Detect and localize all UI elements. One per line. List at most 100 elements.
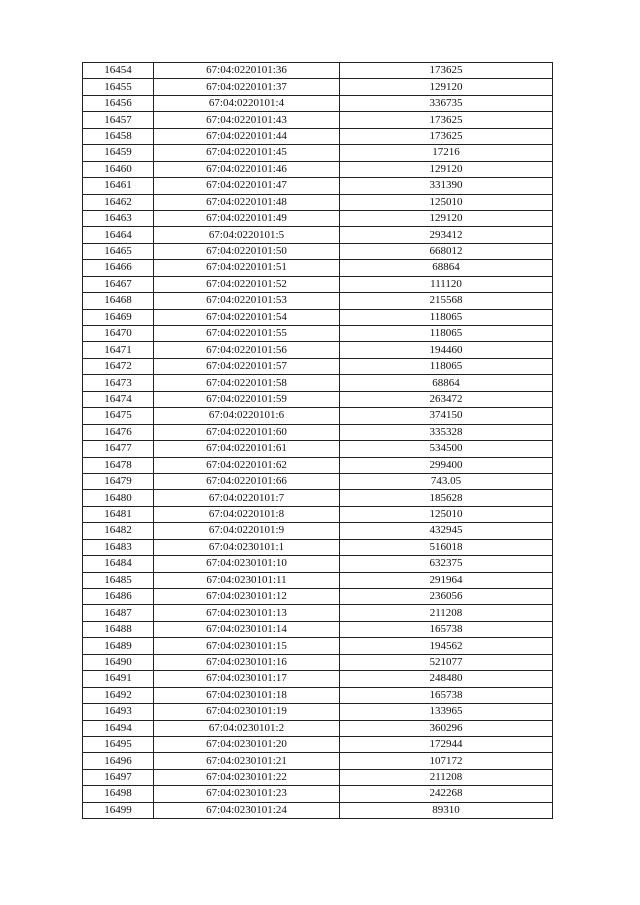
cadastral-table: 16454 67:04:0220101:36 173625 16455 67:04:02… [82,61,553,820]
table-row: 16480 67:04:0220101:7 185628 [82,489,553,507]
table-body: 16454 67:04:0220101:36 173625 16455 67:04:02… [82,61,553,820]
row-number-cell: 16457 [82,111,154,129]
cadastral-number-cell: 67:04:0220101:46 [153,160,340,179]
table-row: 16483 67:04:0230101:1 516018 [82,538,553,557]
row-number-cell: 16454 [82,61,154,80]
row-number-cell: 16499 [82,801,154,820]
value-cell: 248480 [339,670,553,688]
cadastral-number-cell: 67:04:0220101:56 [153,341,340,359]
row-number-cell: 16494 [82,719,154,737]
row-number-cell: 16462 [82,193,154,211]
cadastral-number-cell: 67:04:0230101:18 [153,686,340,705]
table-row: 16463 67:04:0220101:49 129120 [82,209,553,228]
table-row: 16472 67:04:0220101:57 118065 [82,357,553,376]
table-row: 16459 67:04:0220101:45 17216 [82,144,553,162]
value-cell: 133965 [339,703,553,721]
cadastral-number-cell: 67:04:0230101:23 [153,785,340,803]
cadastral-number-cell: 67:04:0230101:21 [153,752,340,770]
table-row: 16477 67:04:0220101:61 534500 [82,440,553,458]
table-row: 16495 67:04:0230101:20 172944 [82,735,553,754]
table-row: 16470 67:04:0220101:55 118065 [82,324,553,343]
table-row: 16496 67:04:0230101:21 107172 [82,752,553,770]
row-number-cell: 16471 [82,341,154,359]
value-cell: 534500 [339,440,553,458]
row-number-cell: 16489 [82,637,154,655]
table-row: 16465 67:04:0220101:50 668012 [82,242,553,261]
row-number-cell: 16474 [82,390,154,409]
row-number-cell: 16463 [82,209,154,228]
table-row: 16462 67:04:0220101:48 125010 [82,193,553,211]
cadastral-number-cell: 67:04:0230101:22 [153,768,340,787]
table-row: 16475 67:04:0220101:6 374150 [82,407,553,425]
cadastral-number-cell: 67:04:0220101:7 [153,489,340,507]
cadastral-number-cell: 67:04:0220101:8 [153,505,340,524]
value-cell: 129120 [339,209,553,228]
cadastral-number-cell: 67:04:0220101:5 [153,226,340,244]
table-row: 16486 67:04:0230101:12 236056 [82,587,553,606]
value-cell: 118065 [339,357,553,376]
row-number-cell: 16483 [82,538,154,557]
value-cell: 172944 [339,735,553,754]
table-row: 16488 67:04:0230101:14 165738 [82,620,553,639]
table-row: 16499 67:04:0230101:24 89310 [82,801,553,820]
value-cell: 17216 [339,144,553,162]
cadastral-number-cell: 67:04:0220101:37 [153,78,340,96]
value-cell: 173625 [339,61,553,80]
value-cell: 185628 [339,489,553,507]
table-row: 16468 67:04:0220101:53 215568 [82,292,553,310]
row-number-cell: 16466 [82,259,154,277]
cadastral-number-cell: 67:04:0220101:62 [153,456,340,474]
cadastral-number-cell: 67:04:0220101:58 [153,374,340,392]
cadastral-number-cell: 67:04:0230101:20 [153,735,340,754]
row-number-cell: 16467 [82,275,154,294]
row-number-cell: 16491 [82,670,154,688]
cadastral-number-cell: 67:04:0230101:17 [153,670,340,688]
row-number-cell: 16485 [82,571,154,590]
value-cell: 129120 [339,160,553,179]
row-number-cell: 16476 [82,423,154,442]
table-row: 16461 67:04:0220101:47 331390 [82,177,553,195]
cadastral-number-cell: 67:04:0220101:4 [153,94,340,113]
row-number-cell: 16460 [82,160,154,179]
row-number-cell: 16493 [82,703,154,721]
value-cell: 336735 [339,94,553,113]
row-number-cell: 16469 [82,308,154,327]
value-cell: 516018 [339,538,553,557]
value-cell: 632375 [339,555,553,573]
table-row: 16474 67:04:0220101:59 263472 [82,390,553,409]
row-number-cell: 16458 [82,127,154,146]
cadastral-number-cell: 67:04:0220101:36 [153,61,340,80]
cadastral-number-cell: 67:04:0230101:14 [153,620,340,639]
value-cell: 68864 [339,259,553,277]
value-cell: 194562 [339,637,553,655]
row-number-cell: 16496 [82,752,154,770]
value-cell: 211208 [339,768,553,787]
row-number-cell: 16464 [82,226,154,244]
table-row: 16464 67:04:0220101:5 293412 [82,226,553,244]
cadastral-number-cell: 67:04:0230101:10 [153,555,340,573]
cadastral-number-cell: 67:04:0230101:15 [153,637,340,655]
value-cell: 68864 [339,374,553,392]
cadastral-number-cell: 67:04:0220101:44 [153,127,340,146]
value-cell: 521077 [339,653,553,672]
value-cell: 335328 [339,423,553,442]
value-cell: 242268 [339,785,553,803]
cadastral-number-cell: 67:04:0220101:50 [153,242,340,261]
value-cell: 293412 [339,226,553,244]
row-number-cell: 16455 [82,78,154,96]
table-row: 16487 67:04:0230101:13 211208 [82,604,553,622]
value-cell: 236056 [339,587,553,606]
cadastral-number-cell: 67:04:0220101:49 [153,209,340,228]
cadastral-number-cell: 67:04:0220101:9 [153,522,340,540]
value-cell: 118065 [339,308,553,327]
cadastral-number-cell: 67:04:0220101:51 [153,259,340,277]
table-row: 16454 67:04:0220101:36 173625 [82,61,553,80]
table-row: 16489 67:04:0230101:15 194562 [82,637,553,655]
cadastral-number-cell: 67:04:0230101:24 [153,801,340,820]
cadastral-number-cell: 67:04:0230101:2 [153,719,340,737]
table-row: 16460 67:04:0220101:46 129120 [82,160,553,179]
cadastral-number-cell: 67:04:0230101:12 [153,587,340,606]
value-cell: 432945 [339,522,553,540]
row-number-cell: 16484 [82,555,154,573]
row-number-cell: 16495 [82,735,154,754]
